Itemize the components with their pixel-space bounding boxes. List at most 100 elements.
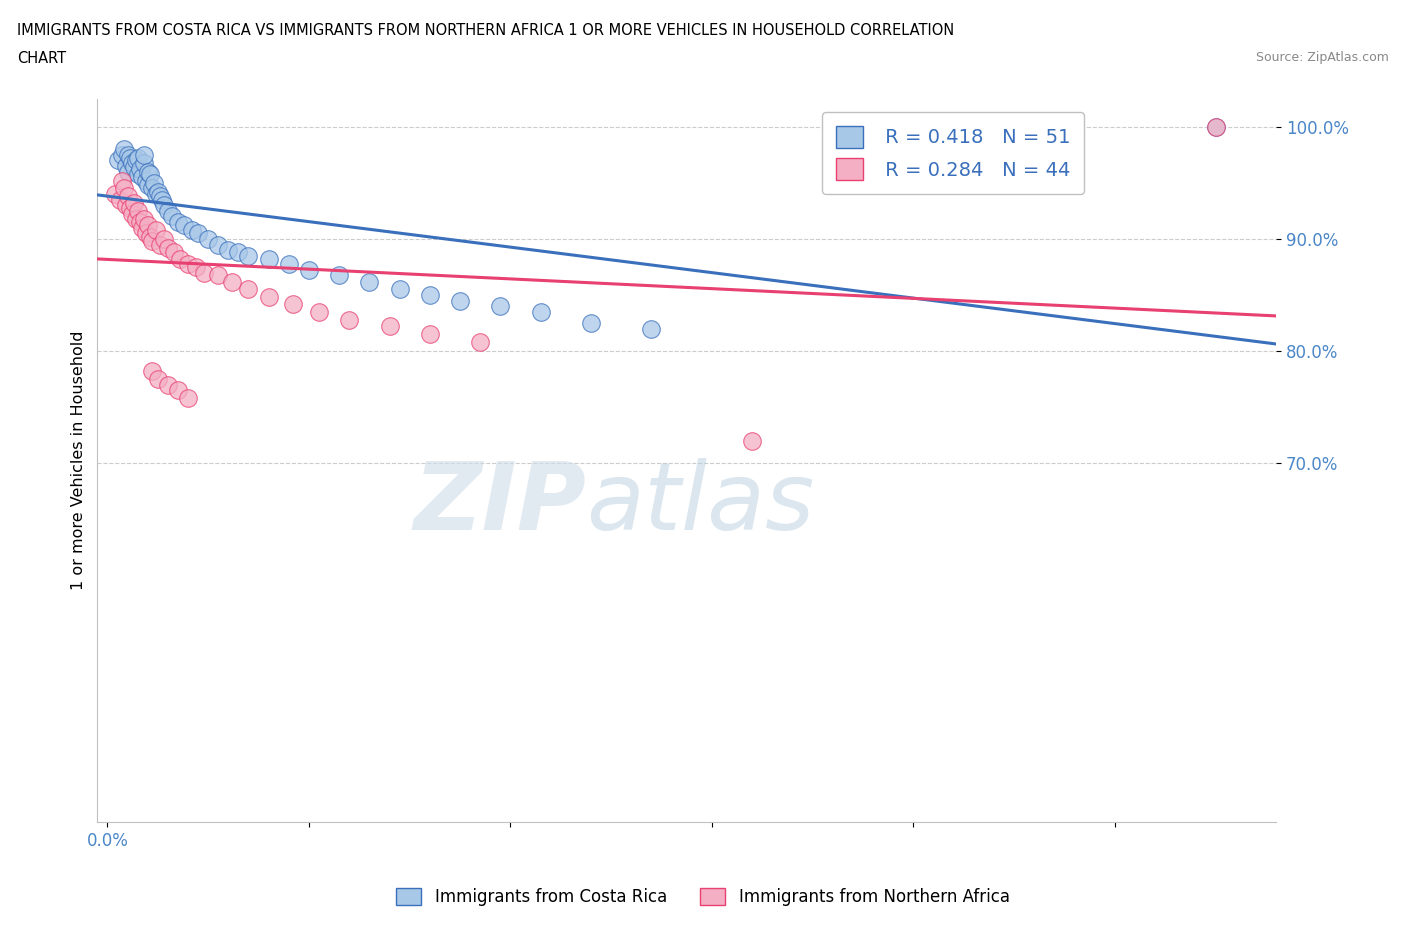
Text: atlas: atlas [586, 458, 815, 550]
Point [124, 153, 146, 167]
Point [308, 304, 330, 319]
Point [117, 147, 139, 162]
Legend:  R = 0.418   N = 51,  R = 0.284   N = 44: R = 0.418 N = 51, R = 0.284 N = 44 [823, 112, 1084, 193]
Point [139, 166, 162, 181]
Point [277, 256, 299, 271]
Point [741, 433, 763, 448]
Point [136, 165, 159, 179]
Point [112, 181, 135, 196]
Point [187, 226, 209, 241]
Point [124, 211, 146, 226]
Point [107, 153, 129, 167]
Point [489, 299, 512, 313]
Point [207, 267, 229, 282]
Point [167, 383, 190, 398]
Point [1205, 119, 1227, 134]
Point [139, 229, 162, 244]
Point [108, 193, 131, 207]
Point [337, 312, 360, 327]
Point [169, 252, 191, 267]
Point [132, 155, 155, 170]
Text: ZIP: ZIP [413, 458, 586, 550]
Point [153, 232, 176, 246]
Point [228, 245, 250, 259]
Point [117, 189, 139, 204]
Point [449, 293, 471, 308]
Point [127, 151, 149, 166]
Point [184, 259, 207, 274]
Point [127, 166, 149, 181]
Point [104, 187, 127, 202]
Point [110, 147, 132, 162]
Point [114, 198, 136, 213]
Point [132, 147, 155, 162]
Point [135, 226, 157, 241]
Point [122, 160, 145, 175]
Point [117, 165, 139, 179]
Point [131, 220, 153, 235]
Point [153, 198, 176, 213]
Point [470, 335, 492, 350]
Point [112, 141, 135, 156]
Point [141, 364, 163, 379]
Point [388, 282, 411, 297]
Point [156, 204, 179, 219]
Point [238, 248, 260, 263]
Point [181, 222, 204, 237]
Point [193, 265, 215, 280]
Point [141, 181, 163, 196]
Point [136, 218, 159, 232]
Point [149, 237, 172, 252]
Point [419, 326, 441, 341]
Point [328, 267, 350, 282]
Point [156, 241, 179, 256]
Point [141, 233, 163, 248]
Point [177, 256, 200, 271]
Point [121, 206, 143, 221]
Point [146, 372, 169, 387]
Text: IMMIGRANTS FROM COSTA RICA VS IMMIGRANTS FROM NORTHERN AFRICA 1 OR MORE VEHICLES: IMMIGRANTS FROM COSTA RICA VS IMMIGRANTS… [17, 23, 955, 38]
Point [359, 274, 381, 289]
Point [298, 263, 321, 278]
Point [640, 321, 662, 336]
Point [217, 243, 239, 258]
Point [135, 173, 157, 188]
Text: Source: ZipAtlas.com: Source: ZipAtlas.com [1256, 51, 1389, 64]
Point [128, 215, 150, 230]
Point [127, 204, 149, 219]
Text: CHART: CHART [17, 51, 66, 66]
Point [121, 155, 143, 170]
Point [145, 222, 167, 237]
Point [145, 187, 167, 202]
Point [530, 304, 553, 319]
Point [238, 282, 260, 297]
Point [118, 200, 141, 215]
Point [281, 297, 304, 312]
Point [149, 189, 172, 204]
Point [378, 319, 401, 334]
Point [122, 195, 145, 210]
Point [167, 215, 190, 230]
Point [128, 162, 150, 177]
Point [146, 184, 169, 199]
Point [114, 158, 136, 173]
Point [221, 274, 243, 289]
Legend: Immigrants from Costa Rica, Immigrants from Northern Africa: Immigrants from Costa Rica, Immigrants f… [388, 880, 1018, 914]
Point [156, 378, 179, 392]
Point [132, 211, 155, 226]
Point [163, 245, 186, 259]
Point [197, 232, 219, 246]
Point [177, 391, 200, 405]
Point [1205, 119, 1227, 134]
Point [257, 252, 280, 267]
Point [150, 193, 173, 207]
Point [207, 237, 229, 252]
Point [131, 170, 153, 185]
Point [579, 315, 602, 330]
Point [142, 176, 165, 191]
Point [173, 218, 195, 232]
Point [160, 209, 183, 224]
Point [118, 151, 141, 166]
Point [110, 173, 132, 188]
Y-axis label: 1 or more Vehicles in Household: 1 or more Vehicles in Household [72, 331, 86, 591]
